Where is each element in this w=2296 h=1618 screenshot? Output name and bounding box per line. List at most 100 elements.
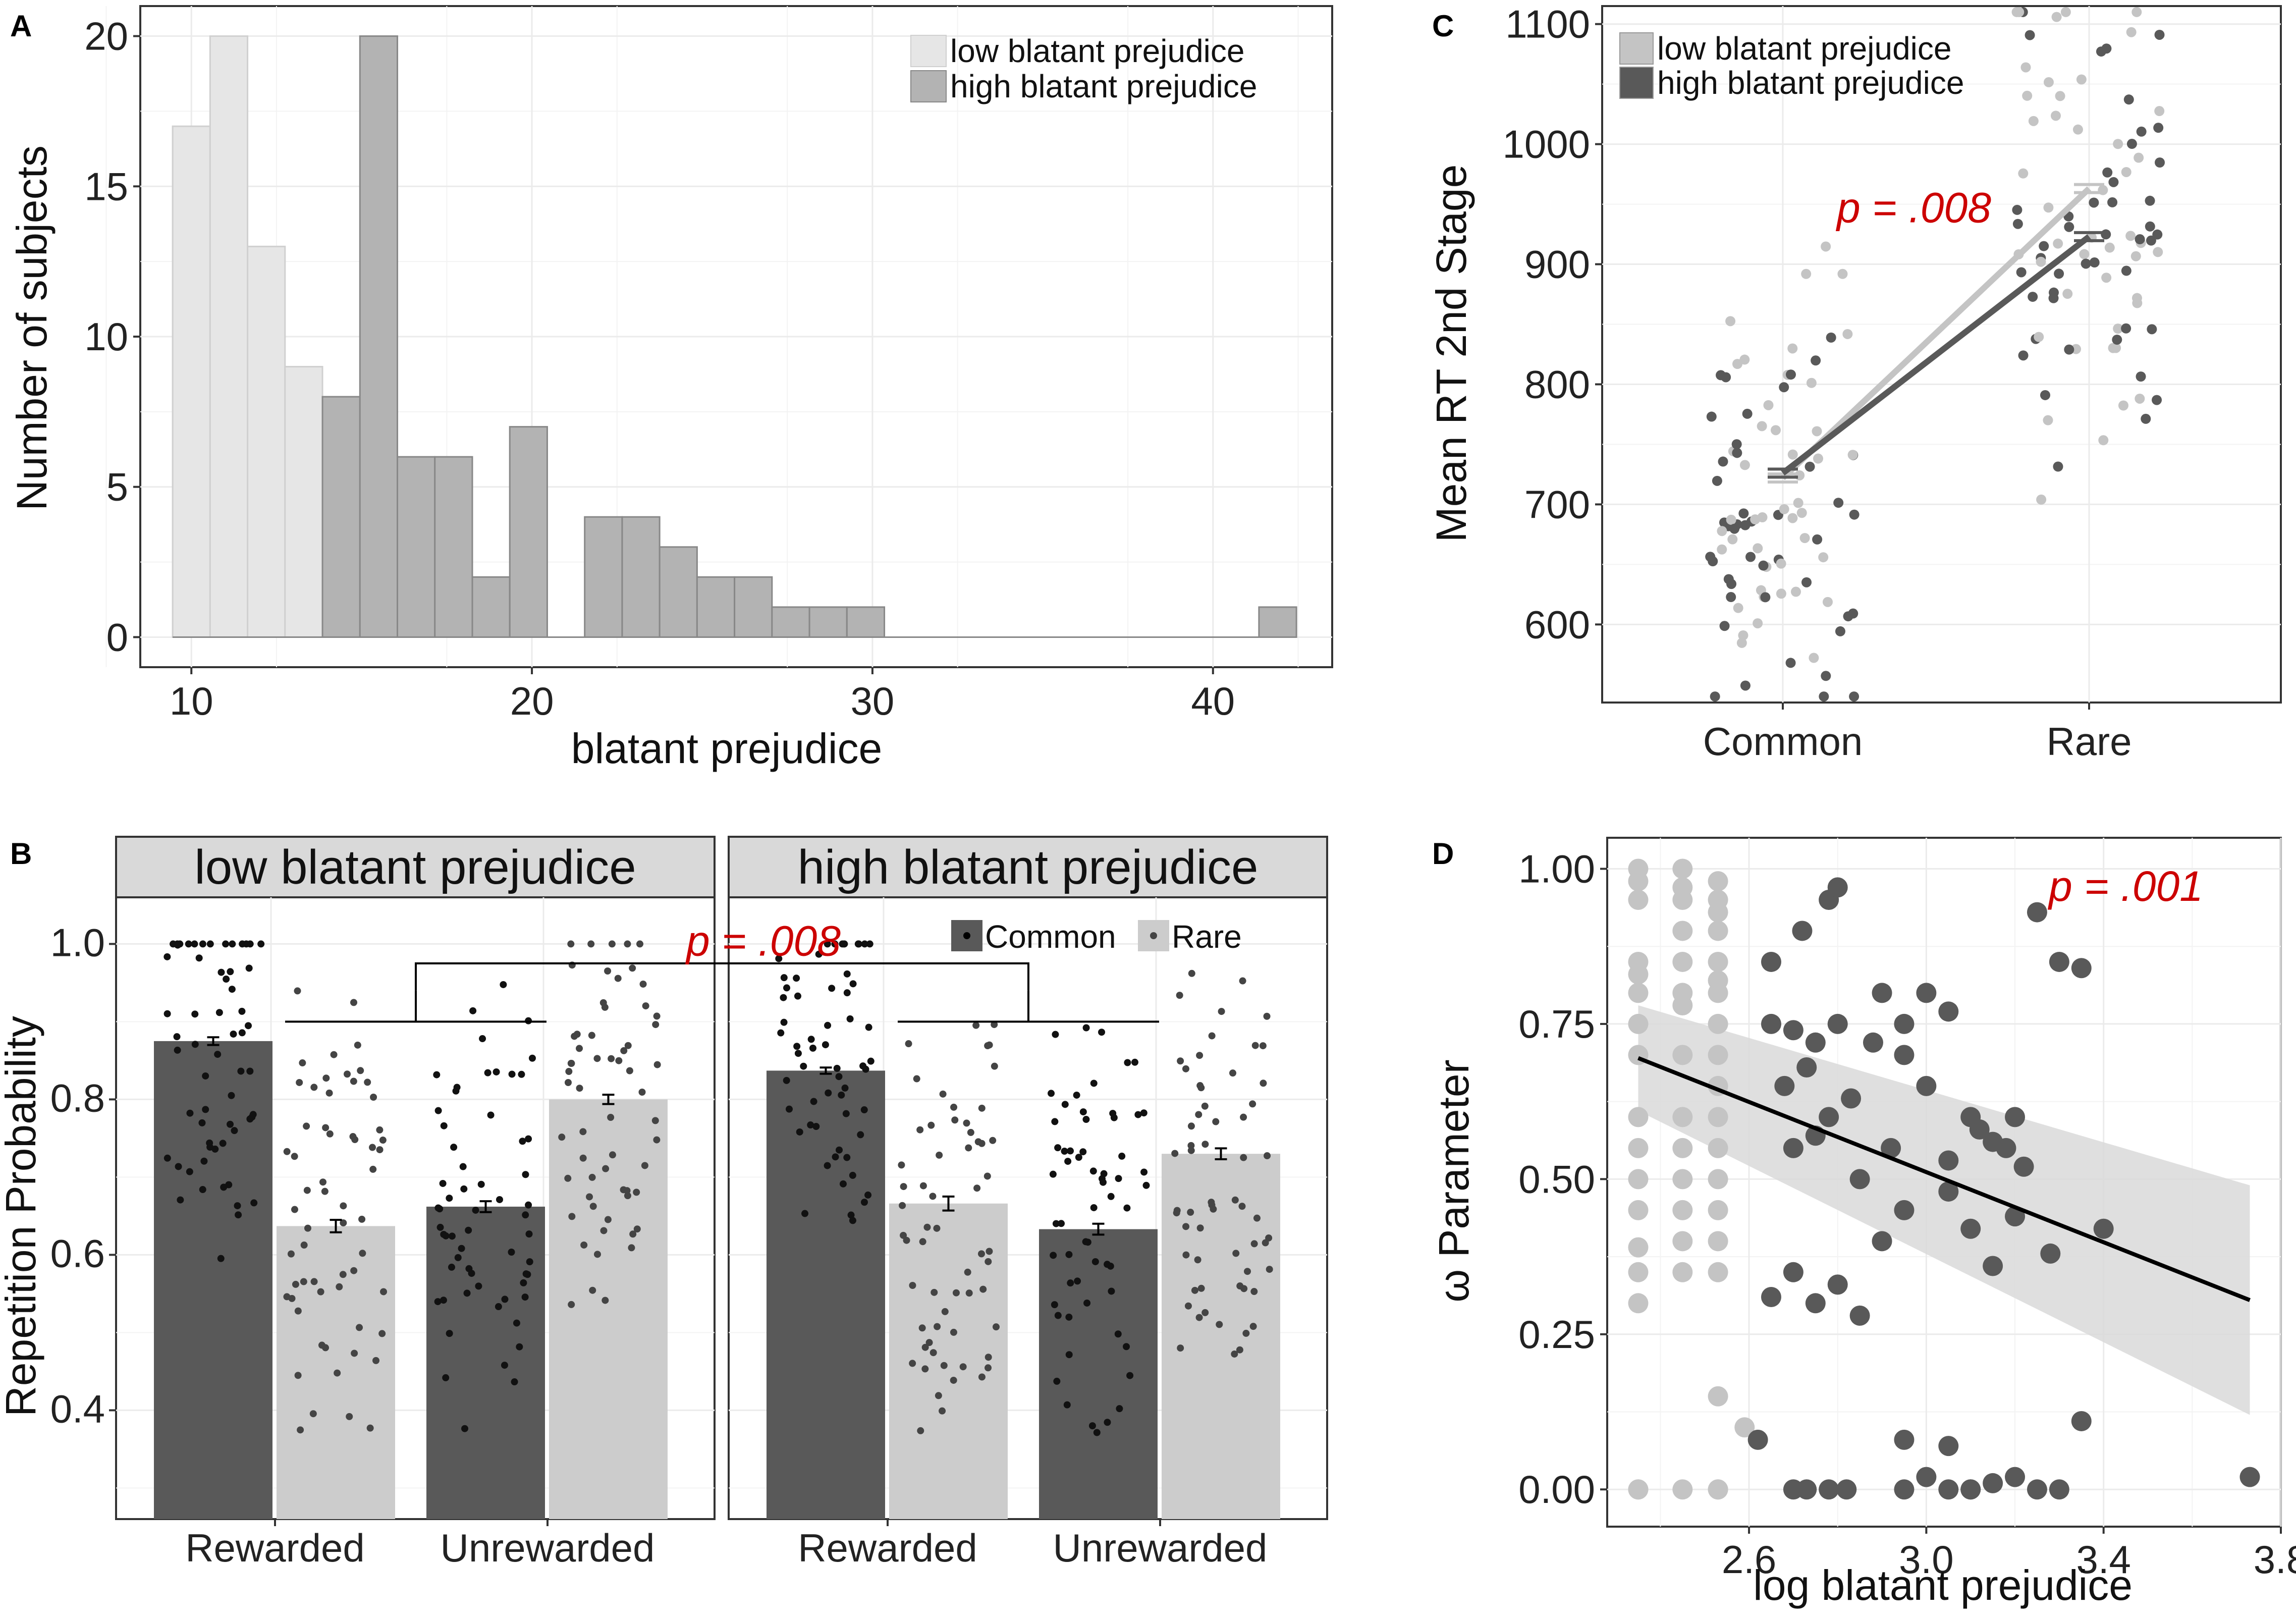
data-point bbox=[624, 1192, 631, 1200]
data-point bbox=[1051, 1301, 1058, 1309]
panel-label-c: C bbox=[1432, 9, 1454, 43]
histogram-bar bbox=[584, 516, 623, 638]
data-point bbox=[199, 940, 206, 948]
data-point bbox=[2134, 152, 2144, 163]
data-point bbox=[936, 1151, 943, 1159]
data-point bbox=[1098, 1029, 1106, 1036]
data-point bbox=[589, 1203, 597, 1210]
data-point bbox=[238, 1007, 246, 1015]
data-point bbox=[249, 1111, 257, 1118]
jitter-points bbox=[898, 1021, 1000, 1434]
data-point bbox=[1960, 1479, 1981, 1500]
data-point bbox=[340, 1219, 347, 1227]
data-point bbox=[2145, 221, 2155, 232]
histogram-bar bbox=[284, 366, 323, 638]
data-point bbox=[1107, 1193, 1115, 1200]
data-point bbox=[448, 1232, 456, 1240]
x-axis-label: blatant prejudice bbox=[571, 725, 882, 772]
data-point bbox=[1063, 1401, 1071, 1409]
data-point bbox=[1266, 1266, 1273, 1273]
data-point bbox=[370, 1093, 377, 1101]
data-point bbox=[231, 1127, 238, 1135]
data-point bbox=[1842, 329, 1853, 339]
data-point bbox=[1191, 1286, 1198, 1294]
data-point bbox=[1776, 558, 1786, 569]
data-point bbox=[1201, 1102, 1209, 1110]
data-point bbox=[2112, 335, 2122, 345]
y-tick-label: 0.4 bbox=[50, 1386, 105, 1431]
data-point bbox=[318, 1341, 325, 1349]
data-point bbox=[843, 1154, 851, 1161]
data-point bbox=[1239, 977, 1246, 985]
data-point bbox=[525, 1201, 532, 1209]
data-point bbox=[1894, 1013, 1915, 1034]
data-point bbox=[174, 1046, 181, 1054]
x-tick-label: 2.6 bbox=[1722, 1537, 1776, 1582]
data-point bbox=[1208, 1201, 1216, 1209]
data-point bbox=[487, 1111, 495, 1119]
data-point bbox=[903, 1236, 910, 1244]
data-point bbox=[257, 940, 265, 948]
data-point bbox=[909, 1282, 916, 1289]
data-point bbox=[579, 1128, 587, 1136]
data-point bbox=[1240, 1154, 1247, 1161]
data-point bbox=[1196, 1224, 1204, 1232]
histogram-bar bbox=[734, 576, 773, 638]
data-point bbox=[376, 1126, 384, 1134]
data-point bbox=[620, 1047, 628, 1054]
data-point bbox=[916, 1126, 924, 1134]
data-point bbox=[185, 940, 192, 948]
data-point bbox=[1787, 449, 1798, 460]
data-point bbox=[1260, 1080, 1267, 1087]
x-tick-label: Common bbox=[1703, 719, 1863, 764]
bar-common bbox=[426, 1206, 545, 1519]
data-point bbox=[1708, 921, 1728, 941]
data-point bbox=[1725, 316, 1736, 327]
histogram-bar bbox=[621, 516, 661, 638]
data-point bbox=[1672, 889, 1693, 910]
p-value-annotation: p = .008 bbox=[1835, 184, 1991, 231]
data-point bbox=[1123, 1204, 1131, 1212]
data-point bbox=[2152, 229, 2163, 240]
data-point bbox=[2022, 90, 2033, 101]
data-point bbox=[214, 1051, 222, 1058]
data-point bbox=[2101, 229, 2111, 240]
data-point bbox=[202, 1106, 209, 1113]
data-point bbox=[2025, 30, 2035, 40]
data-point bbox=[2113, 139, 2123, 149]
data-point bbox=[1079, 1108, 1087, 1116]
data-point bbox=[1672, 921, 1693, 941]
data-point bbox=[567, 1060, 575, 1067]
data-point bbox=[1242, 1329, 1250, 1337]
data-point bbox=[300, 1278, 307, 1285]
data-point bbox=[1849, 1169, 1870, 1190]
data-point bbox=[516, 1343, 523, 1351]
data-point bbox=[636, 940, 643, 948]
data-point bbox=[1733, 603, 1743, 613]
data-point bbox=[1826, 332, 1836, 343]
data-point bbox=[1727, 534, 1738, 545]
data-point bbox=[959, 1363, 967, 1371]
data-point bbox=[440, 1230, 448, 1238]
data-point bbox=[1628, 1013, 1649, 1034]
data-point bbox=[1809, 653, 1819, 663]
jitter-points bbox=[1048, 1024, 1150, 1436]
x-tick-label: Unrewarded bbox=[1053, 1526, 1268, 1570]
data-point bbox=[780, 994, 787, 1001]
data-point bbox=[841, 940, 848, 948]
data-point bbox=[461, 1425, 468, 1432]
data-point bbox=[824, 1021, 832, 1029]
data-point bbox=[843, 970, 851, 978]
data-point bbox=[1672, 1045, 1693, 1065]
data-point bbox=[1240, 1113, 1247, 1121]
data-point bbox=[1088, 1422, 1096, 1430]
data-point bbox=[439, 1179, 447, 1187]
data-point bbox=[1090, 1080, 1098, 1087]
data-point bbox=[935, 1392, 942, 1399]
data-point bbox=[1708, 1138, 1728, 1158]
data-point bbox=[175, 1163, 182, 1170]
data-point bbox=[1115, 1175, 1122, 1182]
data-point bbox=[934, 1323, 941, 1330]
data-point bbox=[1835, 626, 1845, 636]
data-point bbox=[1833, 498, 1844, 508]
